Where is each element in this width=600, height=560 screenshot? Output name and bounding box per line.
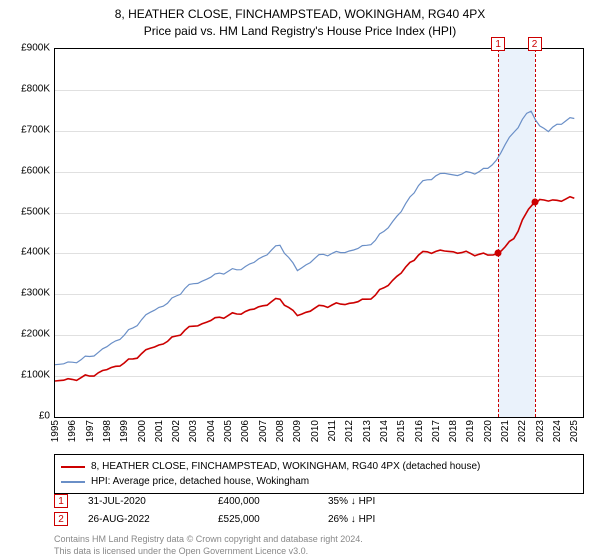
y-tick-label: £100K [4,370,50,381]
x-tick-label: 2017 [431,420,442,442]
x-tick-label: 2024 [552,420,563,442]
legend-box: 8, HEATHER CLOSE, FINCHAMPSTEAD, WOKINGH… [54,454,584,494]
series-property [55,197,574,381]
sale-marker-label: 1 [491,37,505,51]
sale-date: 31-JUL-2020 [88,496,198,507]
sale-data-row: 1 31-JUL-2020 £400,000 35% ↓ HPI [54,494,584,508]
sale-pct-vs-hpi: 35% ↓ HPI [328,496,448,507]
x-tick-label: 2011 [327,420,338,442]
sale-point-marker [495,250,502,257]
legend-row: 8, HEATHER CLOSE, FINCHAMPSTEAD, WOKINGH… [61,459,577,474]
x-tick-label: 2020 [483,420,494,442]
chart-lines-svg [55,49,583,417]
x-tick-label: 2014 [379,420,390,442]
legend-row: HPI: Average price, detached house, Woki… [61,474,577,489]
x-tick-label: 2022 [517,420,528,442]
x-tick-label: 2000 [137,420,148,442]
x-tick-label: 2003 [188,420,199,442]
title-line-2: Price paid vs. HM Land Registry's House … [0,23,600,40]
y-tick-label: £600K [4,165,50,176]
y-tick-label: £400K [4,247,50,258]
legend-label: 8, HEATHER CLOSE, FINCHAMPSTEAD, WOKINGH… [91,459,480,474]
x-tick-label: 2008 [275,420,286,442]
x-tick-label: 2010 [310,420,321,442]
x-tick-label: 2016 [414,420,425,442]
x-tick-label: 2005 [223,420,234,442]
x-tick-label: 2006 [240,420,251,442]
title-line-1: 8, HEATHER CLOSE, FINCHAMPSTEAD, WOKINGH… [0,6,600,23]
y-tick-label: £500K [4,206,50,217]
x-tick-label: 2009 [292,420,303,442]
sale-price: £525,000 [218,514,308,525]
sale-row-marker: 1 [54,494,68,508]
chart-title-block: 8, HEATHER CLOSE, FINCHAMPSTEAD, WOKINGH… [0,0,600,40]
x-tick-label: 1997 [85,420,96,442]
x-tick-label: 2007 [258,420,269,442]
footer-line-2: This data is licensed under the Open Gov… [54,546,363,558]
x-tick-label: 2023 [535,420,546,442]
sale-pct-vs-hpi: 26% ↓ HPI [328,514,448,525]
legend-swatch [61,481,85,483]
sale-date: 26-AUG-2022 [88,514,198,525]
x-tick-label: 2013 [362,420,373,442]
footer-attribution: Contains HM Land Registry data © Crown c… [54,534,363,557]
x-tick-label: 2018 [448,420,459,442]
x-tick-label: 2001 [154,420,165,442]
sales-data-table: 1 31-JUL-2020 £400,000 35% ↓ HPI 2 26-AUG-202… [54,494,584,530]
y-tick-label: £700K [4,124,50,135]
x-tick-label: 2021 [500,420,511,442]
y-tick-label: £300K [4,288,50,299]
sale-point-marker [531,199,538,206]
y-tick-label: £800K [4,83,50,94]
y-tick-label: £200K [4,329,50,340]
x-tick-label: 2025 [569,420,580,442]
x-tick-label: 2019 [465,420,476,442]
sale-price: £400,000 [218,496,308,507]
y-tick-label: £0 [4,411,50,422]
chart-plot-area: 12 [54,48,584,418]
sale-row-marker: 2 [54,512,68,526]
sale-data-row: 2 26-AUG-2022 £525,000 26% ↓ HPI [54,512,584,526]
x-tick-label: 2012 [344,420,355,442]
x-tick-label: 1996 [67,420,78,442]
x-tick-label: 2004 [206,420,217,442]
y-tick-label: £900K [4,43,50,54]
sale-marker-label: 2 [528,37,542,51]
x-tick-label: 1995 [50,420,61,442]
legend-label: HPI: Average price, detached house, Woki… [91,474,309,489]
x-tick-label: 2015 [396,420,407,442]
x-tick-label: 1999 [119,420,130,442]
legend-swatch [61,466,85,468]
footer-line-1: Contains HM Land Registry data © Crown c… [54,534,363,546]
series-hpi [55,111,574,365]
x-tick-label: 1998 [102,420,113,442]
x-tick-label: 2002 [171,420,182,442]
